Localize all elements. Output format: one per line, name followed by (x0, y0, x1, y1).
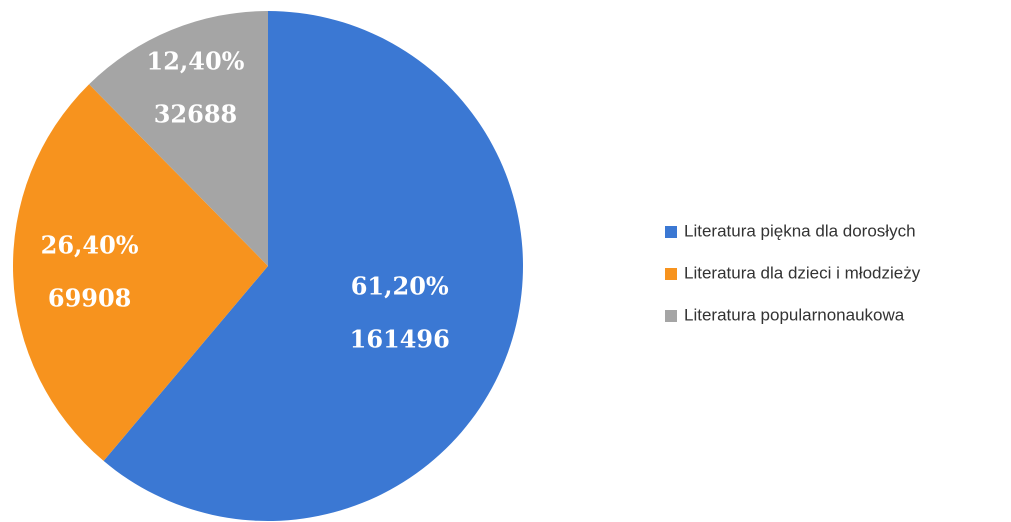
legend-swatch (665, 226, 677, 238)
pie-slice (103, 11, 524, 521)
percentage-label: 26,40% (41, 230, 139, 259)
pie-slice (89, 11, 268, 266)
legend-swatch (665, 310, 677, 322)
legend-label: Literatura piękna dla dorosłych (684, 221, 916, 240)
percentage-label: 61,20% (351, 272, 449, 301)
value-label: 161496 (350, 325, 450, 354)
legend-swatch (665, 268, 677, 280)
legend-label: Literatura popularnonaukowa (684, 305, 905, 324)
value-label: 69908 (48, 283, 132, 312)
value-label: 32688 (154, 100, 238, 129)
legend-label: Literatura dla dzieci i młodzieży (684, 263, 921, 282)
percentage-label: 12,40% (147, 47, 245, 76)
pie-slice (12, 84, 268, 461)
